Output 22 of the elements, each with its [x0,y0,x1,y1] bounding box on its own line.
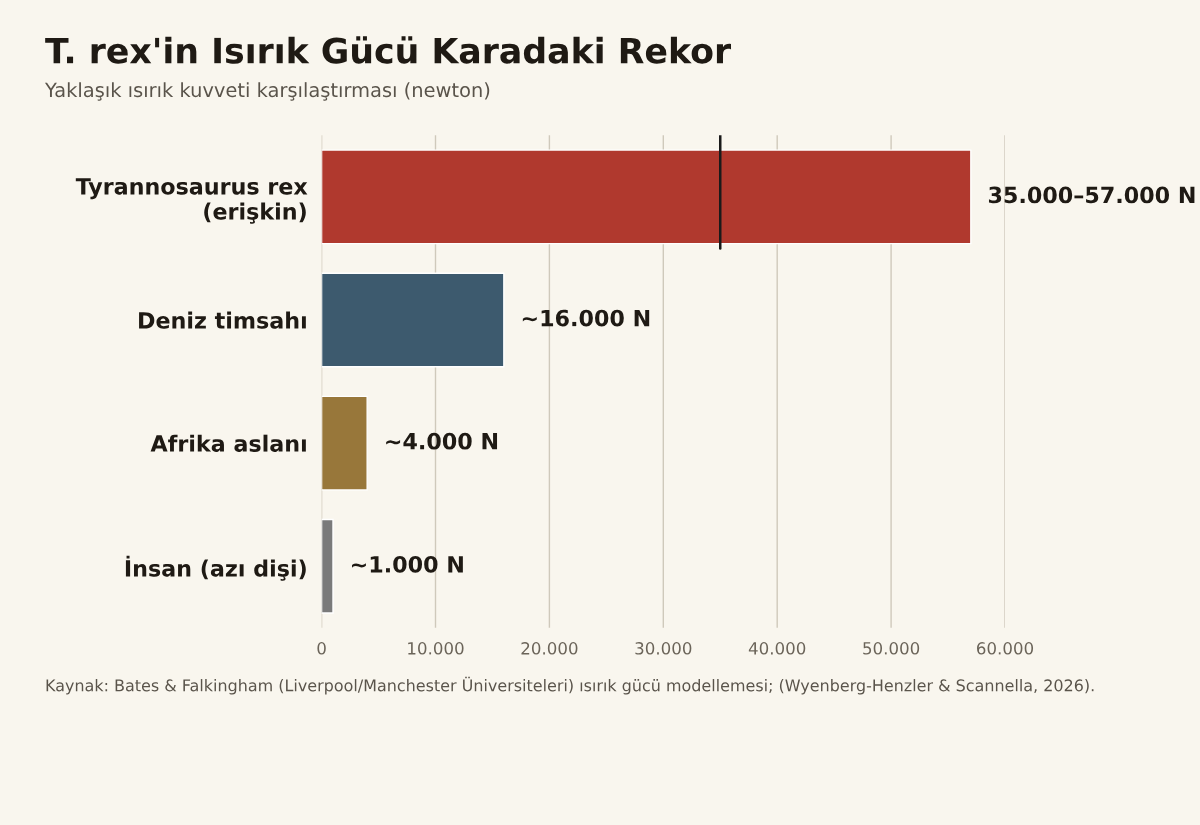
chart-title: T. rex'in Isırık Gücü Karadaki Rekor [45,36,732,64]
x-tick-label: 10.000 [408,642,464,655]
x-tick-label: 40.000 [748,642,806,655]
x-tick-label: 30.000 [635,642,692,655]
x-tick-label: 50.000 [863,642,920,655]
chart-subtitle: Yaklaşık ısırık kuvveti karşılaştırması (newton) [44,82,490,101]
data-label: ~4.000 N [386,432,498,450]
y-tick-label: Afrika aslanı [150,434,306,452]
y-tick-label: Deniz timsahı [139,311,306,329]
text: Kaynak: Bates & Falkingham (Liverpool/Manchester Üniversiteleri) ısırık gücü modellemesi; (Wyenberg-Henzler & Scannella, 2026). [46,676,1094,695]
y-tick-label: Tyrannosaurus rex (erişkin) [75,178,308,224]
data-label: 35.000–57.000 N [988,186,1195,204]
x-tick-label: 60.000 [977,642,1034,655]
x-tick-label: 0 [317,642,326,655]
bar [321,395,368,491]
data-label: ~16.000 N [522,309,650,327]
bar [321,518,334,614]
y-tick-label: İnsan (azı dişi) [125,555,306,581]
x-tick-label: 20.000 [521,642,578,655]
bar [321,272,505,368]
bar [321,149,972,245]
data-label: ~1.000 N [352,555,463,573]
